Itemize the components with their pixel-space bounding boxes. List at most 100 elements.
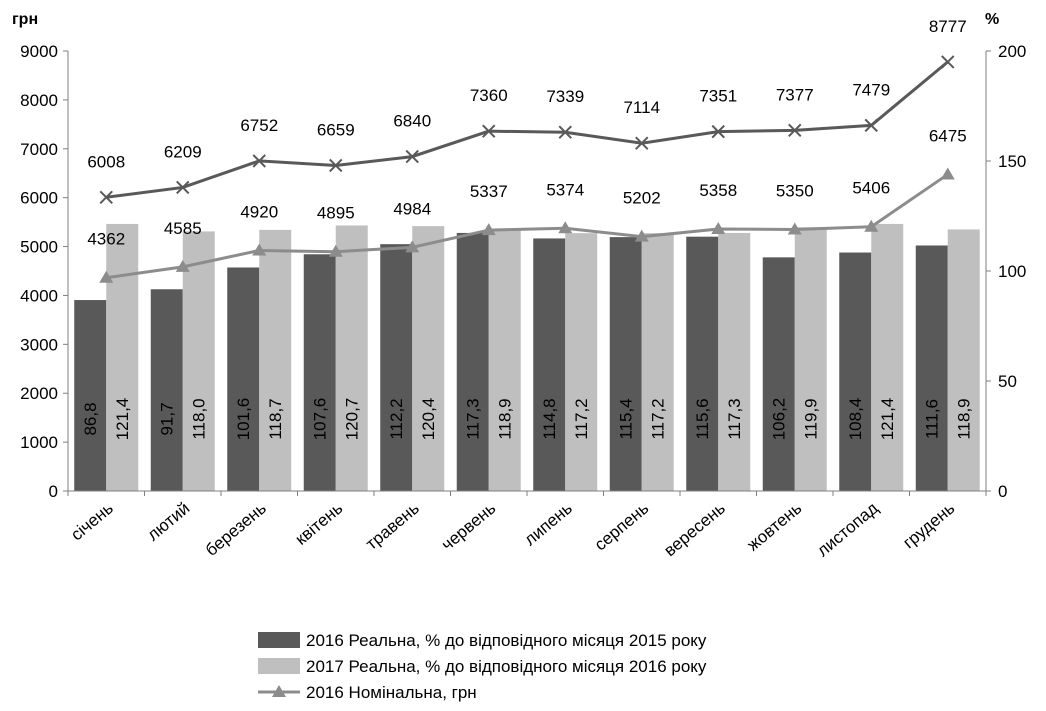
bar-value-label: 107,6	[310, 398, 329, 441]
bar-2016-3	[303, 254, 336, 491]
bars	[74, 223, 980, 492]
bar-value-label: 121,4	[113, 398, 132, 441]
legend-label: 2016 Номінальна, грн	[306, 683, 477, 702]
line-value-label: 4585	[164, 219, 202, 238]
bar-2016-8	[686, 236, 719, 491]
bar-value-label: 118,0	[189, 398, 208, 439]
line-series-0	[106, 173, 949, 280]
line-point-triangle	[99, 270, 114, 283]
line-value-label: 4362	[87, 230, 125, 249]
line-value-label: 5337	[470, 182, 508, 201]
line-value-label: 7360	[470, 86, 508, 105]
left-tick-label: 4000	[20, 286, 58, 305]
bar-value-label: 119,9	[801, 398, 820, 439]
line-value-label: 5374	[546, 180, 584, 199]
bar-value-label: 121,4	[878, 398, 897, 441]
bar-value-label: 117,3	[463, 398, 482, 439]
bar-2016-9	[762, 257, 795, 491]
left-tick-label: 9000	[20, 42, 58, 61]
right-tick-label: 200	[998, 42, 1026, 61]
bar-value-label: 115,4	[616, 398, 635, 439]
line-value-label: 4895	[317, 204, 355, 223]
category-label: травень	[362, 498, 423, 553]
bar-value-label: 120,7	[342, 398, 361, 441]
right-tick-label: 0	[998, 482, 1007, 501]
bar-2017-6	[565, 233, 598, 491]
line-point-triangle	[787, 222, 802, 235]
category-label: січень	[67, 498, 117, 544]
bar-2016-6	[533, 238, 566, 491]
right-axis-unit: %	[985, 11, 999, 28]
line-point-triangle	[940, 167, 955, 180]
line-point-x	[788, 123, 802, 138]
right-tick-label: 50	[998, 372, 1017, 391]
bar-value-label: 117,2	[572, 398, 591, 439]
bar-2017-5	[488, 229, 521, 492]
bar-value-label: 117,2	[648, 398, 667, 439]
line-point-triangle	[481, 223, 496, 236]
line-point-x	[176, 180, 190, 195]
category-label: грудень	[899, 498, 958, 552]
left-tick-label: 7000	[20, 140, 58, 159]
line-value-label: 6659	[317, 120, 355, 139]
right-tick-label: 150	[998, 152, 1026, 171]
legend-swatch	[258, 658, 300, 674]
bar-2016-11	[915, 245, 948, 491]
x-axis: січень лютий березень квітень травень червень…	[67, 490, 987, 560]
left-tick-label: 0	[49, 482, 58, 501]
left-tick-label: 8000	[20, 91, 58, 110]
right-axis: 0 50 100 150 200%	[985, 11, 1026, 501]
bar-2017-8	[718, 232, 751, 491]
left-tick-label: 2000	[20, 384, 58, 403]
line-point-x	[711, 124, 725, 139]
line-point-triangle	[175, 259, 190, 272]
lines	[99, 55, 955, 283]
line-point-x	[635, 136, 649, 150]
category-label: жовтень	[743, 498, 805, 554]
line-labels: 4362 4585 4920 4895 4984 5337 5374 5202 5358 5350…	[87, 17, 966, 249]
line-value-label: 8777	[929, 17, 967, 36]
bar-2016-2	[227, 267, 260, 491]
bar-2017-7	[641, 233, 674, 491]
line-point-x	[558, 125, 572, 139]
line-value-label: 6008	[87, 152, 125, 171]
bar-2016-4	[380, 244, 413, 491]
bar-2016-1	[150, 289, 183, 491]
category-label: червень	[438, 498, 500, 554]
legend-label: 2017 Реальна, % до відповідного місяця 2…	[306, 657, 707, 676]
bar-value-label: 106,2	[769, 398, 788, 441]
line-point-x	[329, 158, 343, 173]
bar-labels: 86,8 91,7 101,6 107,6 112,2 117,3 114,8 115,4 11…	[81, 398, 974, 441]
left-axis-unit: грн	[12, 11, 38, 28]
category-label: вересень	[660, 498, 729, 560]
line-point-triangle	[558, 221, 573, 234]
bar-2017-0	[106, 223, 139, 492]
line-value-label: 6752	[240, 116, 278, 135]
bar-2017-10	[871, 223, 904, 492]
left-tick-label: 6000	[20, 189, 58, 208]
line-value-label: 4920	[240, 202, 278, 221]
line-point-x	[941, 55, 955, 69]
line-point-x	[864, 118, 878, 133]
line-value-label: 5358	[699, 181, 737, 200]
line-point-triangle	[634, 229, 649, 242]
line-point-triangle	[864, 219, 879, 232]
bar-value-label: 112,2	[387, 398, 406, 439]
legend-marker	[272, 685, 286, 697]
line-point-x	[405, 149, 419, 164]
bar-2016-10	[839, 252, 872, 491]
category-label: серпень	[591, 498, 653, 554]
right-tick-label: 100	[998, 262, 1026, 281]
bar-2017-2	[259, 229, 292, 492]
line-series-1	[106, 60, 949, 199]
line-point-triangle	[328, 244, 343, 257]
bar-2017-4	[412, 226, 445, 491]
line-value-label: 4984	[393, 199, 431, 218]
line-value-label: 7114	[623, 98, 660, 117]
line-value-label: 7351	[699, 87, 737, 106]
bar-2016-7	[609, 237, 642, 491]
bar-value-label: 118,7	[266, 398, 285, 439]
bar-2017-9	[794, 227, 827, 491]
line-value-label: 5202	[623, 189, 661, 208]
